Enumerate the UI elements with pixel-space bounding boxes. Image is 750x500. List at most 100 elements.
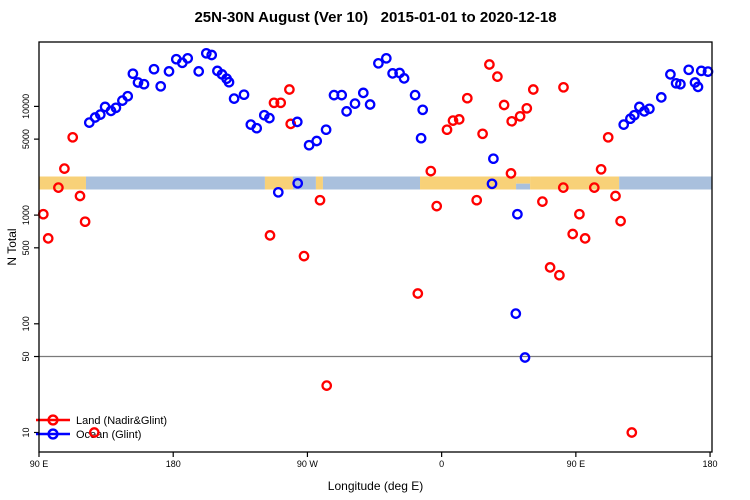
map-band-segment-land <box>264 176 293 190</box>
data-point-land <box>610 190 621 202</box>
data-point-ocean <box>206 49 218 61</box>
data-point-ocean <box>182 52 194 64</box>
data-point-land <box>615 215 626 227</box>
data-point-ocean <box>94 109 106 120</box>
data-point-ocean <box>138 78 150 90</box>
data-point-land <box>505 168 517 179</box>
data-point-ocean <box>510 308 522 319</box>
data-point-land <box>59 163 70 174</box>
x-tick-label: 0 <box>439 459 444 469</box>
y-tick-label: 10000 <box>21 94 31 119</box>
data-point-land <box>602 131 614 143</box>
data-point-land <box>477 128 488 140</box>
data-point-ocean <box>486 178 498 190</box>
data-point-land <box>285 118 297 130</box>
data-point-ocean <box>193 66 205 77</box>
map-band-segment-ocean <box>85 176 265 190</box>
data-point-land <box>567 228 579 240</box>
data-point-ocean <box>148 63 160 75</box>
data-point-ocean <box>200 47 212 59</box>
data-point-ocean <box>238 89 250 101</box>
data-point-ocean <box>655 92 667 103</box>
data-point-land <box>557 182 569 193</box>
map-band-segment-land <box>420 176 517 190</box>
map-band-segment-land <box>315 176 323 190</box>
data-point-ocean <box>320 124 332 136</box>
data-point-ocean <box>122 90 134 102</box>
data-point-ocean <box>163 66 175 77</box>
data-point-land <box>498 99 510 111</box>
data-point-land <box>537 196 548 207</box>
data-point-land <box>314 194 326 206</box>
map-band-segment-ocean <box>619 176 712 190</box>
data-point-land <box>412 288 424 299</box>
data-point-ocean <box>618 119 630 130</box>
data-point-ocean <box>409 89 421 101</box>
data-point-ocean <box>387 68 398 79</box>
data-point-land <box>492 71 503 82</box>
data-point-land <box>268 97 280 109</box>
data-point-land <box>574 208 585 220</box>
data-point-land <box>521 102 533 114</box>
data-point-land <box>461 92 473 104</box>
map-band-segment-ocean <box>516 183 531 190</box>
x-axis-label: Longitude (deg E) <box>327 479 424 493</box>
x-tick-label: 90 E <box>30 459 49 469</box>
data-point-ocean <box>644 103 655 115</box>
data-point-land <box>79 216 91 228</box>
y-tick-label: 100 <box>21 316 31 331</box>
y-tick-label: 10 <box>21 427 31 437</box>
x-tick-label: 90 E <box>567 459 586 469</box>
data-point-land <box>53 182 64 193</box>
data-point-ocean <box>417 104 429 116</box>
data-point-ocean <box>132 77 144 88</box>
data-point-ocean <box>380 52 392 64</box>
data-point-ocean <box>89 112 101 123</box>
data-point-land <box>67 131 79 143</box>
data-point-land <box>558 81 569 93</box>
data-point-ocean <box>349 98 361 109</box>
data-point-land <box>275 97 287 109</box>
data-point-land <box>88 427 100 438</box>
data-point-ocean <box>264 112 275 124</box>
data-point-ocean <box>357 87 369 99</box>
data-point-land <box>37 208 49 220</box>
data-point-land <box>441 124 453 136</box>
data-point-land <box>284 84 295 95</box>
data-point-land <box>42 233 54 244</box>
data-point-ocean <box>228 93 240 104</box>
data-point-ocean <box>272 186 284 198</box>
data-point-land <box>514 110 526 122</box>
data-point-ocean <box>291 116 303 128</box>
data-point-ocean <box>341 106 352 117</box>
data-point-land <box>74 190 86 202</box>
data-point-ocean <box>415 132 427 144</box>
y-tick-label: 5000 <box>21 129 31 149</box>
data-point-ocean <box>251 122 263 134</box>
map-band-segment-land <box>39 176 86 190</box>
data-point-ocean <box>110 102 122 114</box>
data-point-land <box>471 194 483 206</box>
data-point-ocean <box>670 77 682 89</box>
data-point-land <box>588 182 600 193</box>
data-point-ocean <box>364 99 376 110</box>
data-point-ocean <box>692 81 704 93</box>
data-point-land <box>298 250 310 262</box>
y-tick-label: 500 <box>21 240 31 255</box>
data-point-ocean <box>292 177 304 189</box>
data-point-land <box>595 163 607 175</box>
data-point-land <box>447 115 459 126</box>
data-point-land <box>554 269 565 281</box>
x-tick-label: 180 <box>703 459 718 469</box>
data-point-ocean <box>695 65 707 77</box>
y-tick-label: 1000 <box>21 205 31 225</box>
data-point-ocean <box>336 89 348 101</box>
plot-border <box>38 41 713 453</box>
data-point-land <box>579 233 591 244</box>
data-point-ocean <box>683 64 695 76</box>
data-point-ocean <box>127 68 139 80</box>
legend-marker-circle <box>47 428 59 440</box>
data-point-land <box>626 427 638 438</box>
